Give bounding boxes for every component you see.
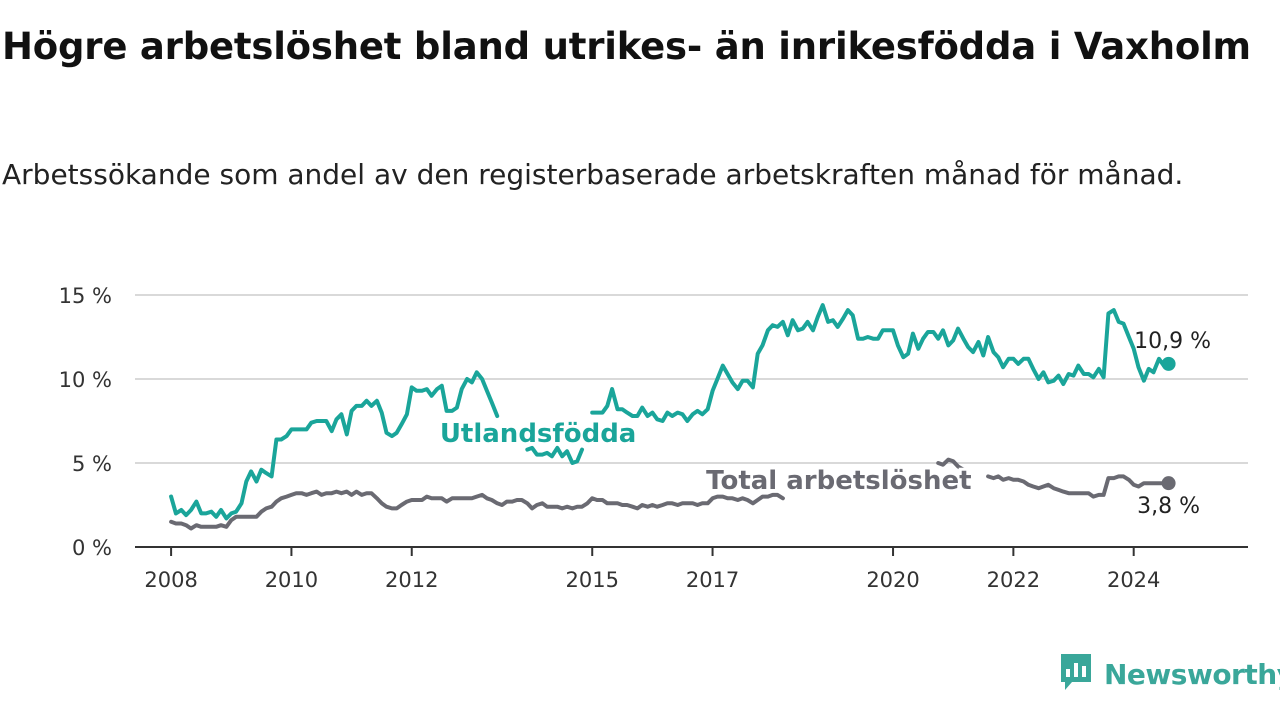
series-line-total-arbetsloshet: [169, 457, 1171, 531]
y-tick-label: 0 %: [72, 536, 112, 560]
y-tick-label: 10 %: [59, 368, 112, 392]
chart-title: Högre arbetslöshet bland utrikes- än inr…: [2, 25, 1251, 68]
y-tick-label: 15 %: [59, 284, 112, 308]
newsworthy-logo-icon: [1058, 652, 1094, 696]
series-annotation-label: Utlandsfödda: [440, 419, 637, 449]
series-labels: 10,9 % 3,8 % Utlandsfödda Total arbetslöshe…: [437, 329, 1211, 519]
series-end-point-utlandsfodda: [1161, 356, 1176, 371]
end-value-label-total-arbetsloshet: 3,8 %: [1137, 494, 1200, 519]
axes: 0 % 5 % 10 % 15 % 2008 2010 2012 2015 2017 2020 20…: [59, 284, 1248, 592]
series-annotation-label: Total arbetslöshet: [706, 466, 971, 496]
x-tick-label: 2022: [987, 568, 1040, 592]
x-tick-label: 2012: [385, 568, 438, 592]
x-tick-label: 2024: [1107, 568, 1160, 592]
x-tick-label: 2008: [144, 568, 197, 592]
brand-logo: Newsworthy: [1058, 654, 1280, 694]
chart-subtitle: Arbetssökande som andel av den registerb…: [2, 158, 1184, 191]
x-tick-label: 2020: [866, 568, 919, 592]
series-lines: [169, 303, 1176, 531]
brand-name: Newsworthy: [1104, 657, 1280, 691]
gridlines: [135, 294, 1248, 464]
x-tick-label: 2017: [686, 568, 739, 592]
series-end-point-total-arbetsloshet: [1161, 476, 1176, 491]
x-tick-label: 2015: [566, 568, 619, 592]
series-line-utlandsfodda: [169, 303, 1171, 521]
x-tick-label: 2010: [265, 568, 318, 592]
end-value-label-utlandsfodda: 10,9 %: [1134, 329, 1211, 354]
y-tick-label: 5 %: [72, 452, 112, 476]
